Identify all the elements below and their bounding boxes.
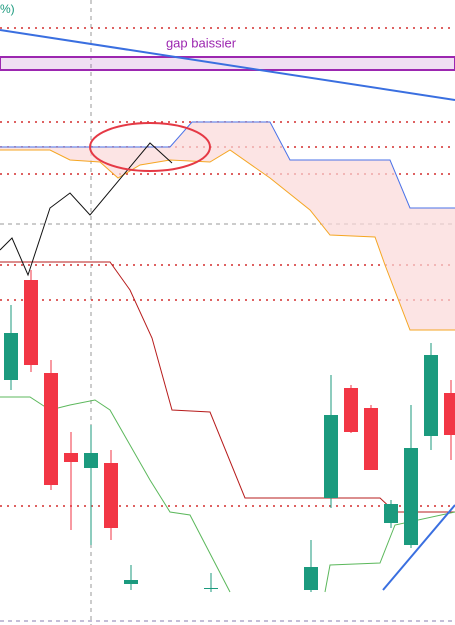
cloud <box>0 122 455 330</box>
candle-body <box>124 580 138 584</box>
candle-body <box>4 333 18 380</box>
candle-body <box>44 373 58 485</box>
indicator-line <box>0 142 173 277</box>
trendline <box>382 504 455 591</box>
gap-label: gap baissier <box>166 35 237 50</box>
indicator-line <box>0 396 231 593</box>
candle-body <box>104 463 118 528</box>
candle-body <box>444 393 455 435</box>
candle-body <box>384 504 398 523</box>
cloud-lower <box>0 149 455 331</box>
candle-body <box>24 280 38 365</box>
header-fragment: %) <box>0 2 15 16</box>
cloud-upper <box>0 121 455 209</box>
candle-body <box>424 355 438 436</box>
candle-body <box>364 408 378 470</box>
gap-zone <box>0 56 455 71</box>
candle-body <box>344 388 358 432</box>
candle-body <box>204 588 218 589</box>
candle-body <box>304 567 318 590</box>
trendline <box>0 29 455 101</box>
candle-body <box>84 453 98 468</box>
candle-body <box>404 448 418 545</box>
highlight-ellipse <box>89 122 211 172</box>
indicator-line <box>324 511 455 593</box>
candle-body <box>64 453 78 462</box>
candle-body <box>324 415 338 498</box>
